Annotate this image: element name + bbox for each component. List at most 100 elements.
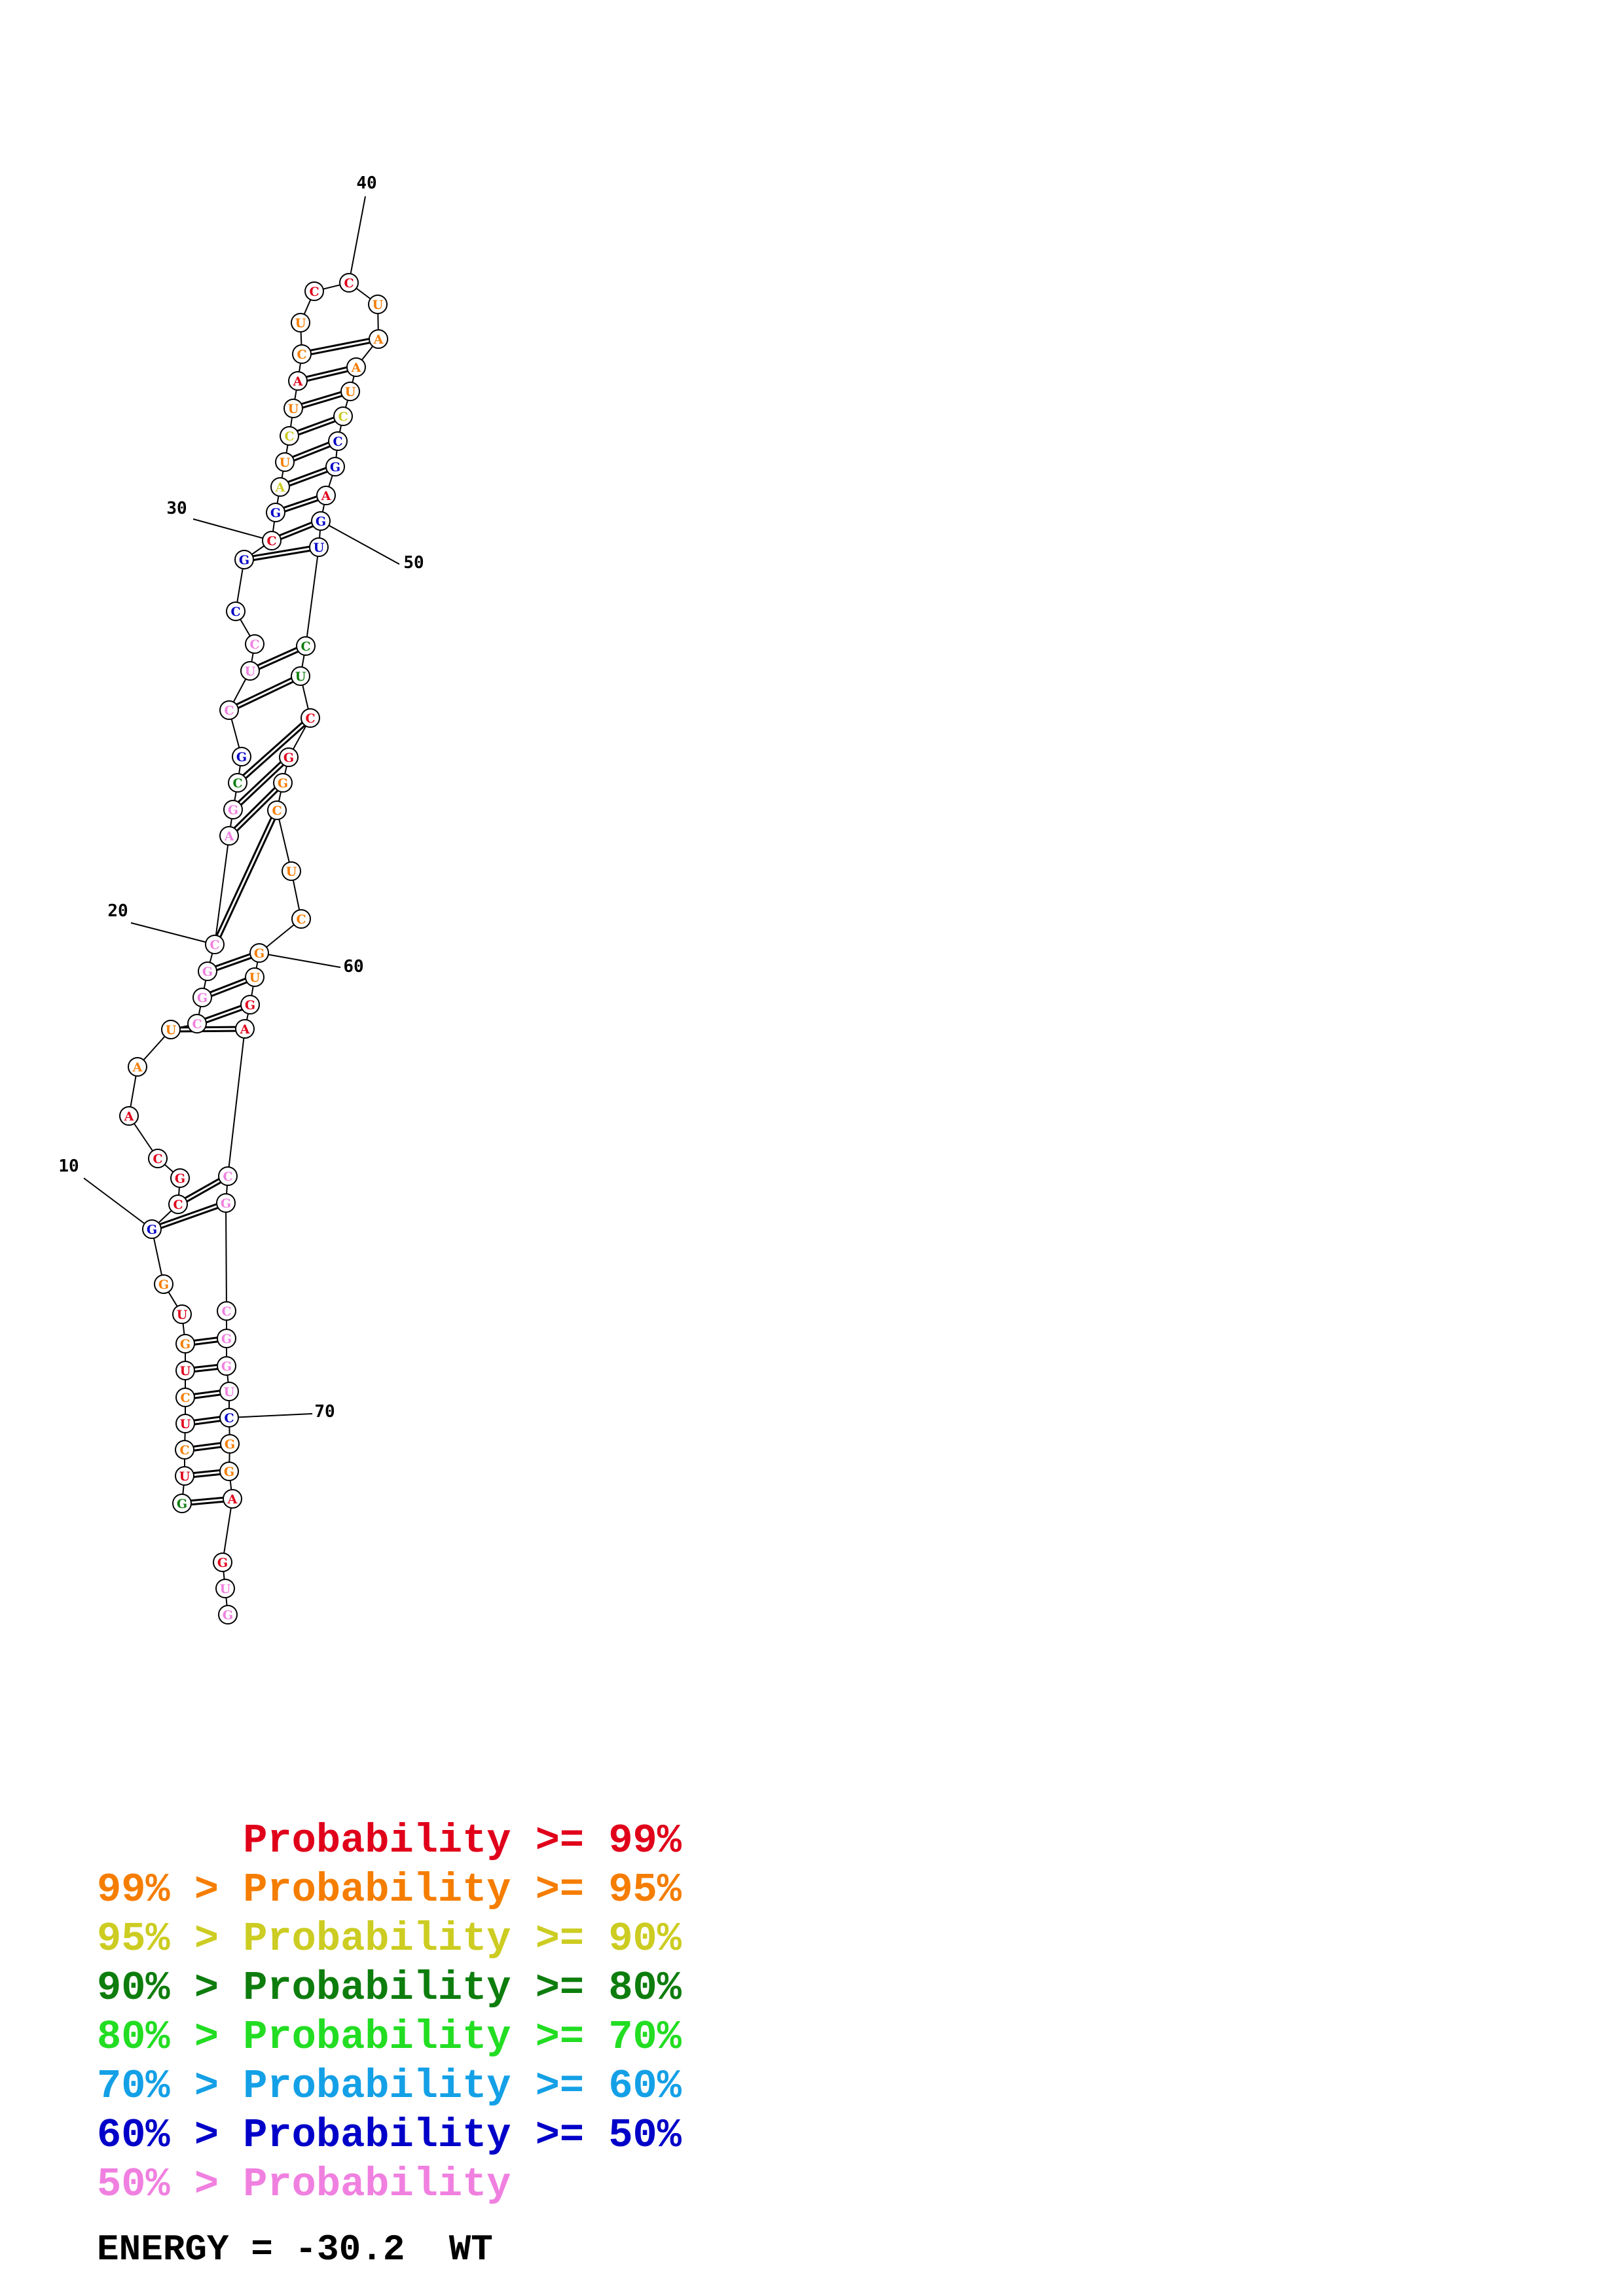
nucleotide-letter: A: [351, 361, 361, 375]
nucleotide-circle: [220, 1434, 240, 1454]
nucleotide-circle: [309, 537, 329, 557]
nucleotide-letter: G: [236, 750, 247, 764]
nucleotide-circle: [296, 636, 316, 656]
position-tick-line: [259, 952, 341, 968]
nucleotide-circle: [217, 1329, 236, 1348]
backbone-segment: [222, 1498, 233, 1563]
nucleotide-33: U: [275, 452, 295, 472]
nucleotide-circle: [175, 1388, 195, 1407]
nucleotide-29: G: [234, 550, 254, 569]
nucleotide-3: C: [175, 1440, 194, 1460]
nucleotide-letter: G: [217, 1556, 228, 1570]
base-pair-bond: [250, 647, 307, 674]
position-label-50: 50: [403, 553, 424, 573]
backbone-segment: [305, 547, 319, 647]
nucleotide-26: U: [240, 661, 260, 681]
nucleotide-circle: [339, 273, 359, 293]
base-pair-bond: [211, 809, 276, 944]
nucleotide-letter: U: [345, 385, 356, 399]
nucleotide-70: G: [220, 1434, 240, 1454]
nucleotide-circle: [304, 281, 324, 301]
nucleotide-39: C: [304, 281, 324, 301]
nucleotide-circle: [215, 1579, 235, 1598]
nucleotide-55: G: [273, 773, 293, 793]
nucleotide-circle: [340, 382, 360, 401]
backbone-segment: [276, 810, 292, 872]
legend-row: 70% > Probability >= 60%: [97, 2062, 682, 2111]
nucleotide-letter: A: [321, 489, 331, 503]
nucleotide-circle: [262, 531, 282, 550]
nucleotide-40: C: [339, 273, 359, 293]
position-tick-line: [83, 1177, 153, 1230]
legend-prefix: 60% >: [97, 2112, 244, 2159]
nucleotide-69: C: [219, 1408, 239, 1427]
nucleotide-circle: [283, 399, 303, 418]
nucleotide-12: G: [170, 1168, 190, 1188]
nucleotide-74: U: [215, 1579, 235, 1598]
nucleotide-72: A: [223, 1489, 242, 1509]
nucleotide-letter: G: [223, 1608, 233, 1623]
nucleotide-25: C: [219, 700, 239, 720]
nucleotide-letter: A: [224, 829, 234, 844]
nucleotide-circle: [333, 406, 353, 426]
base-pair-bond: [293, 392, 352, 412]
legend-prefix: 95% >: [97, 1916, 244, 1962]
nucleotide-circle: [219, 1462, 239, 1481]
energy-value: ENERGY = -30.2: [97, 2229, 405, 2270]
nucleotide-circle: [270, 477, 290, 497]
nucleotide-circle: [175, 1361, 195, 1380]
legend-prefix: [97, 1818, 243, 1864]
nucleotide-letter: C: [309, 285, 319, 299]
nucleotide-22: G: [223, 800, 243, 819]
nucleotide-35: U: [283, 399, 303, 418]
nucleotide-letter: C: [153, 1152, 162, 1166]
nucleotide-circle: [232, 747, 251, 766]
nucleotide-letter: U: [286, 865, 297, 879]
legend-row: 80% > Probability >= 70%: [97, 2013, 682, 2062]
nucleotide-circle: [175, 1440, 194, 1460]
backbone-segment: [214, 835, 230, 945]
base-pair-bond: [292, 388, 350, 408]
base-pair-bond: [238, 719, 312, 785]
nucleotide-letter: U: [166, 1023, 177, 1037]
nucleotide-circle: [223, 1489, 242, 1509]
nucleotide-letter: G: [177, 1497, 187, 1511]
nucleotide-38: U: [291, 313, 310, 332]
nucleotide-circle: [175, 1466, 194, 1486]
nucleotide-37: C: [292, 344, 312, 364]
base-pair-bond: [230, 755, 288, 809]
nucleotide-47: G: [325, 457, 345, 476]
nucleotide-34: C: [280, 426, 299, 446]
nucleotide-letter: A: [227, 1492, 238, 1507]
nucleotide-52: U: [291, 666, 310, 686]
nucleotide-circle: [228, 773, 247, 793]
position-ticks: 10 20 30 40 50 60 70: [58, 173, 424, 1422]
legend-text: Probability >= 70%: [243, 2014, 682, 2060]
legend-prefix: 99% >: [97, 1867, 244, 1913]
nucleotide-letter: U: [314, 541, 325, 555]
nucleotide-letter: G: [202, 965, 213, 979]
nucleotide-9: G: [154, 1274, 173, 1294]
nucleotide-54: G: [279, 747, 299, 767]
nucleotide-letter: G: [283, 751, 294, 765]
nucleotide-15: A: [128, 1057, 147, 1077]
nucleotide-circle: [219, 700, 239, 720]
nucleotide-circle: [219, 1408, 239, 1427]
nucleotide-circle: [175, 1414, 195, 1433]
nucleotide-18: G: [192, 988, 212, 1007]
nucleotide-circle: [279, 747, 299, 767]
base-pair-bond: [228, 673, 301, 709]
nucleotide-letter: C: [301, 639, 310, 654]
nucleotide-circle: [218, 1605, 238, 1624]
nucleotide-circle: [245, 634, 264, 654]
position-label-60: 60: [343, 957, 363, 977]
nucleotide-59: G: [249, 943, 269, 963]
nucleotide-letter: U: [295, 670, 306, 684]
nucleotide-circle: [161, 1020, 181, 1039]
legend-text: Probability >= 90%: [243, 1916, 682, 1962]
nucleotide-letter: A: [132, 1060, 143, 1075]
base-pair-bond: [215, 810, 280, 946]
nucleotide-circle: [288, 371, 308, 391]
nucleotide-letter: U: [249, 971, 261, 985]
legend-text: Probability >= 60%: [243, 2063, 682, 2109]
